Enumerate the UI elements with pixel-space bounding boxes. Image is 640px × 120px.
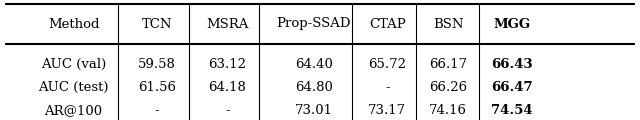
Text: 73.17: 73.17 (368, 104, 406, 117)
Text: 65.72: 65.72 (368, 58, 406, 71)
Text: AR@100: AR@100 (45, 104, 102, 117)
Text: 64.40: 64.40 (294, 58, 333, 71)
Text: 63.12: 63.12 (208, 58, 246, 71)
Text: 66.47: 66.47 (491, 81, 533, 94)
Text: AUC (test): AUC (test) (38, 81, 109, 94)
Text: -: - (154, 104, 159, 117)
Text: -: - (385, 81, 390, 94)
Text: 74.16: 74.16 (429, 104, 467, 117)
Text: 73.01: 73.01 (294, 104, 333, 117)
Text: 64.80: 64.80 (294, 81, 333, 94)
Text: 59.58: 59.58 (138, 58, 176, 71)
Text: CTAP: CTAP (369, 18, 406, 30)
Text: BSN: BSN (433, 18, 463, 30)
Text: AUC (val): AUC (val) (41, 58, 106, 71)
Text: 74.54: 74.54 (491, 104, 533, 117)
Text: 66.43: 66.43 (491, 58, 533, 71)
Text: MGG: MGG (493, 18, 531, 30)
Text: TCN: TCN (141, 18, 172, 30)
Text: 61.56: 61.56 (138, 81, 176, 94)
Text: Prop-SSAD: Prop-SSAD (276, 18, 351, 30)
Text: -: - (225, 104, 230, 117)
Text: MSRA: MSRA (206, 18, 248, 30)
Text: 66.26: 66.26 (429, 81, 467, 94)
Text: 64.18: 64.18 (208, 81, 246, 94)
Text: Method: Method (48, 18, 99, 30)
Text: 66.17: 66.17 (429, 58, 467, 71)
